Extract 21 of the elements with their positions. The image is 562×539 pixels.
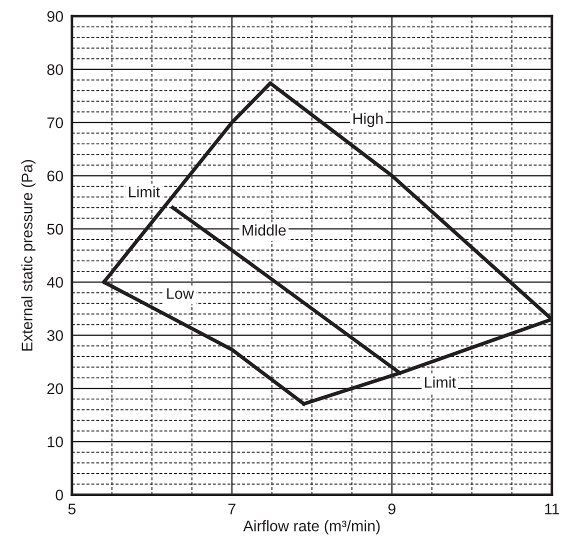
y-tick-label: 0 bbox=[56, 490, 64, 500]
y-tick-label: 10 bbox=[48, 436, 64, 448]
y-tick-label: 90 bbox=[47, 11, 64, 22]
annotation: Low bbox=[167, 288, 194, 299]
y-tick-label: 70 bbox=[47, 117, 64, 128]
annotation: Limit bbox=[425, 376, 456, 388]
y-tick-label: 60 bbox=[47, 170, 64, 182]
x-tick-label: 9 bbox=[388, 504, 396, 514]
annotation: Limit bbox=[129, 186, 160, 198]
y-axis-title: External static pressure (Pa) bbox=[21, 160, 36, 351]
y-tick-label: 20 bbox=[47, 383, 64, 394]
x-tick-label: 7 bbox=[228, 504, 236, 514]
x-axis-title: Airflow rate (m³/min) bbox=[243, 520, 380, 534]
annotation: High bbox=[353, 112, 383, 127]
y-tick-label: 80 bbox=[47, 64, 64, 76]
annotation: Middle bbox=[242, 224, 286, 236]
y-tick-label: 50 bbox=[47, 224, 64, 235]
y-tick-label: 40 bbox=[46, 276, 64, 288]
x-tick-label: 5 bbox=[68, 504, 76, 514]
y-tick-label: 30 bbox=[47, 330, 64, 341]
x-tick-label: 11 bbox=[545, 504, 560, 514]
